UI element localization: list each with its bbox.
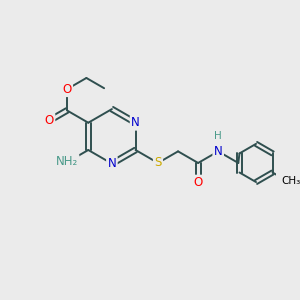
Text: O: O <box>194 176 203 189</box>
Text: N: N <box>131 116 140 129</box>
Text: S: S <box>154 157 162 169</box>
Text: N: N <box>214 145 223 158</box>
Text: O: O <box>45 114 54 127</box>
Text: CH₃: CH₃ <box>281 176 300 186</box>
Text: H: H <box>214 131 222 141</box>
Text: O: O <box>62 83 72 96</box>
Text: N: N <box>107 157 116 170</box>
Text: NH₂: NH₂ <box>56 155 78 168</box>
